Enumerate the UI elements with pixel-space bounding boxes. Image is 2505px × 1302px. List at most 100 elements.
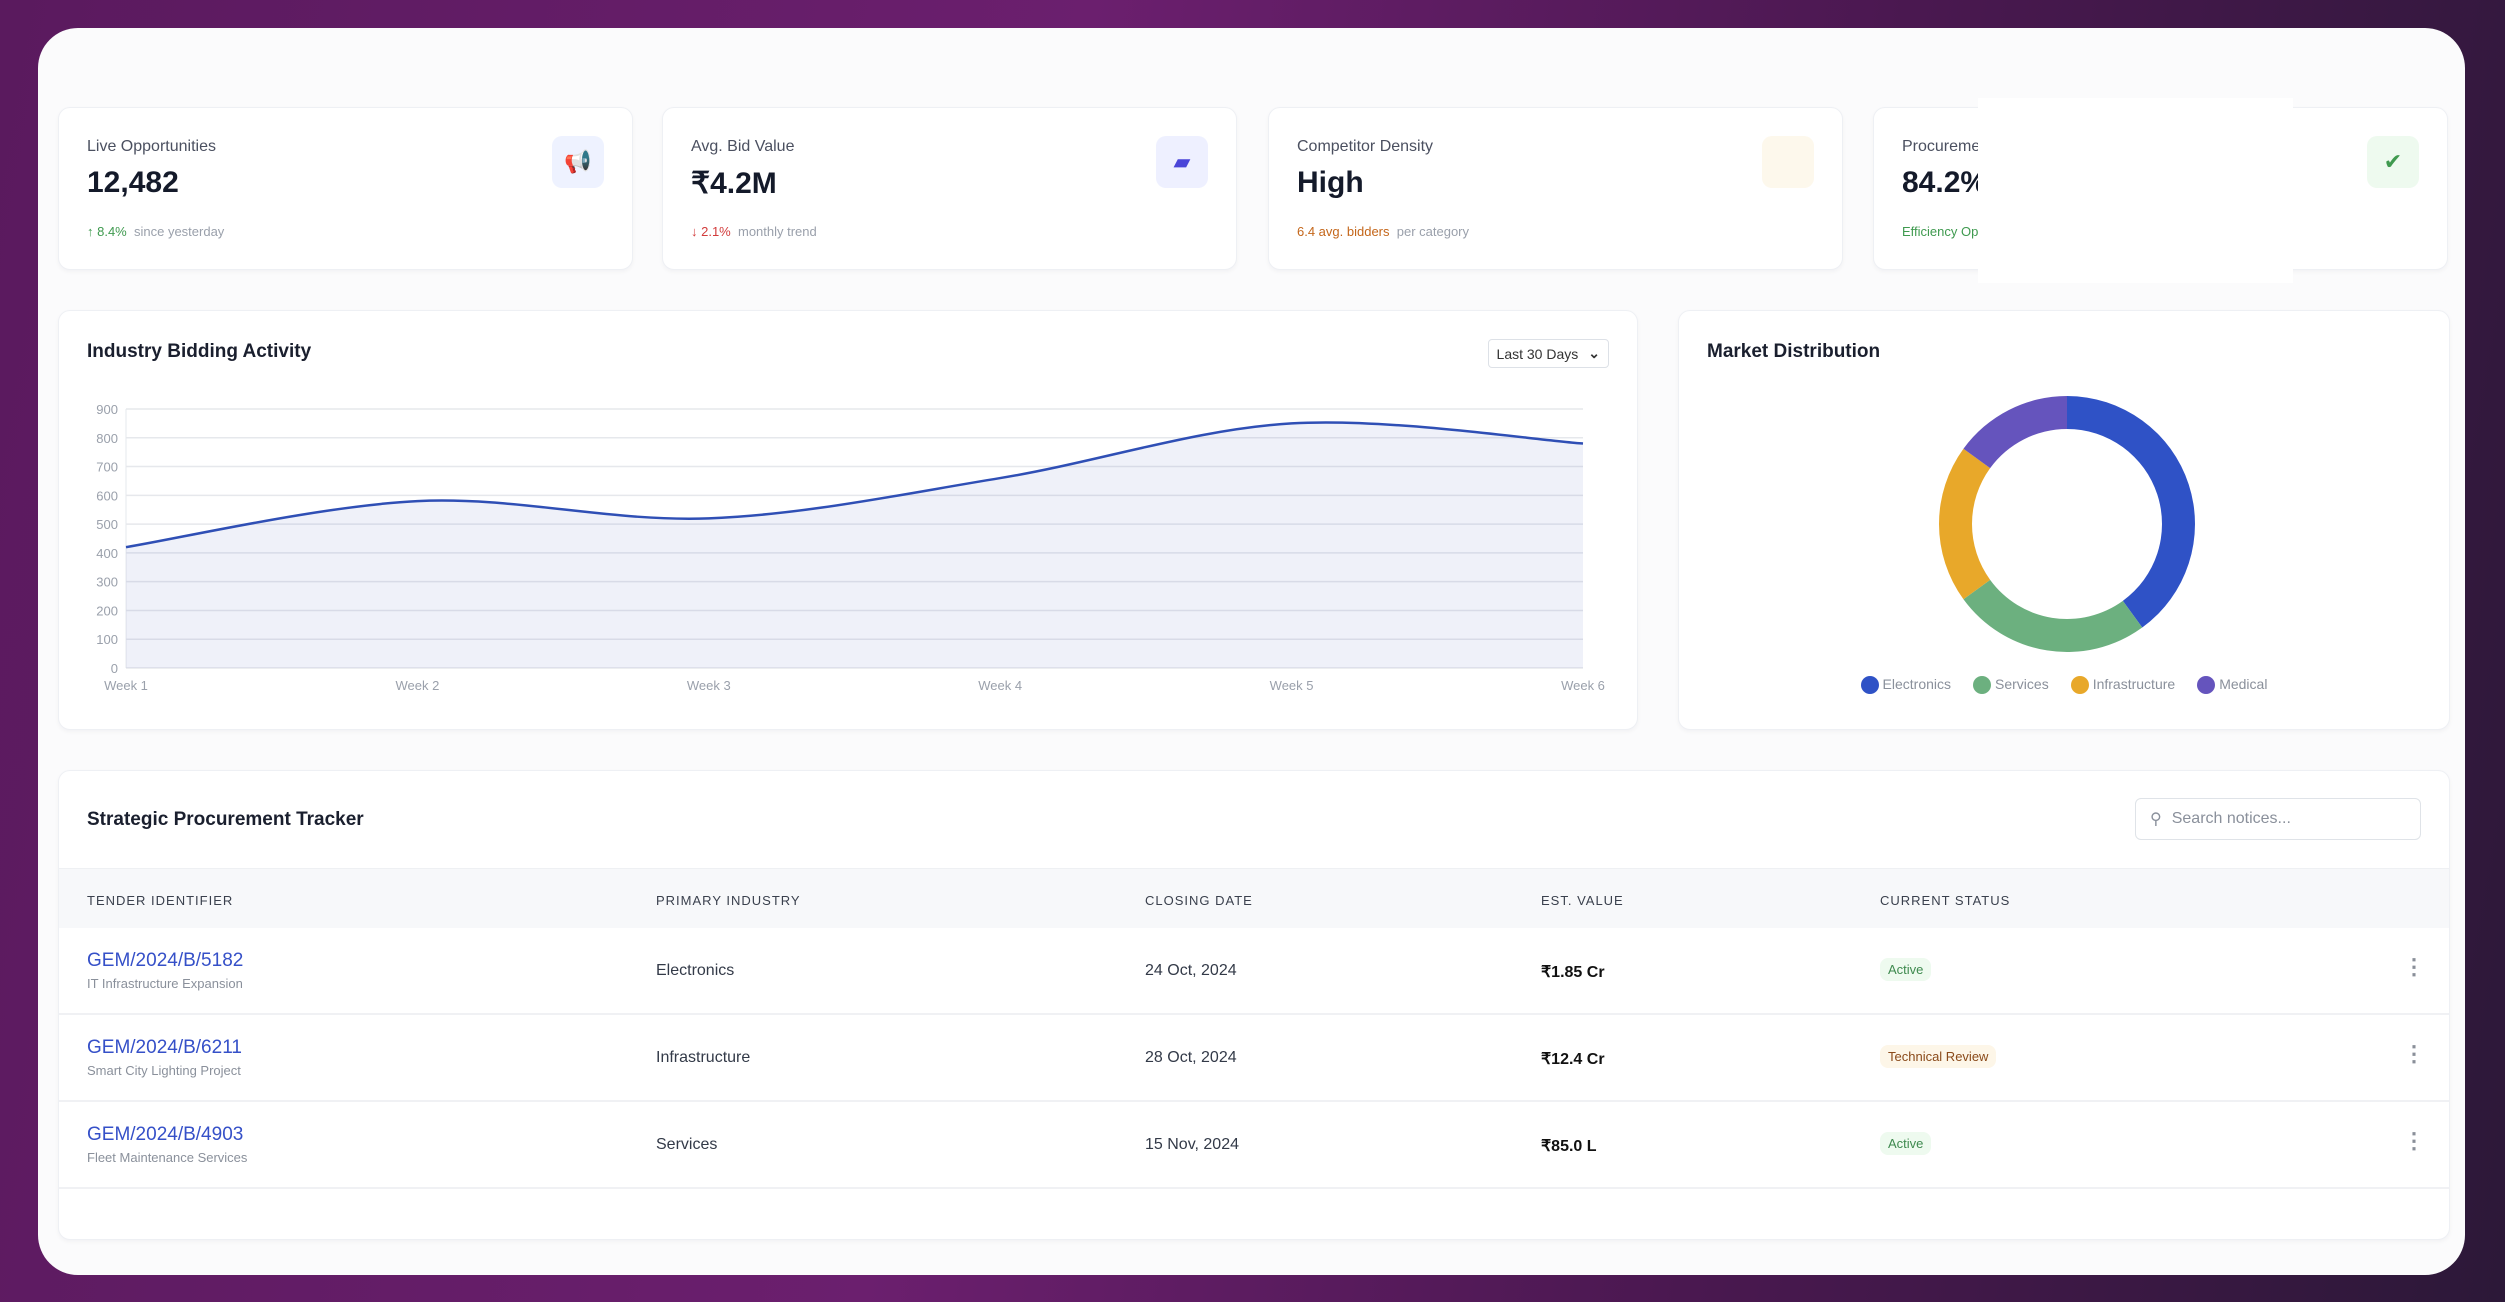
y-tick-label: 200	[96, 603, 118, 618]
stat-card: Live Opportunities 12,482 ↑ 8.4% since y…	[58, 107, 633, 270]
y-tick-label: 400	[96, 546, 118, 561]
tracker-card: Strategic Procurement Tracker ⚲ Search no…	[58, 770, 2450, 1240]
stat-card: Competitor Density High 6.4 avg. bidders…	[1268, 107, 1843, 270]
stat-delta: ↓ 2.1%	[691, 224, 731, 239]
chevron-down-icon: ⌄	[1588, 345, 1600, 361]
table-row: GEM/2024/B/6211 Smart City Lighting Proj…	[59, 1015, 2449, 1102]
range-select[interactable]: Last 30 Days ⌄	[1487, 339, 1609, 368]
legend-dot	[1973, 676, 1992, 695]
legend-label: Electronics	[1882, 676, 1952, 692]
legend-dot	[1860, 676, 1879, 695]
stat-note: per category	[1396, 224, 1470, 239]
closing-date-cell: 24 Oct, 2024	[1145, 962, 1237, 979]
legend-label: Infrastructure	[2092, 676, 2176, 692]
tender-id-link[interactable]: GEM/2024/B/5182	[87, 950, 244, 971]
x-tick-label: Week 5	[1270, 678, 1314, 693]
market-distribution-card: Market Distribution Electronics Services I…	[1678, 310, 2450, 730]
tender-id-link[interactable]: GEM/2024/B/6211	[87, 1037, 242, 1058]
legend-item: Medical	[2197, 676, 2268, 695]
y-tick-label: 0	[111, 661, 118, 676]
status-badge: Active	[1880, 958, 1932, 981]
status-badge: Active	[1880, 1132, 1932, 1155]
megaphone-icon: 📢	[552, 136, 604, 188]
y-tick-label: 100	[96, 632, 118, 647]
y-tick-label: 600	[96, 488, 118, 503]
x-tick-label: Week 4	[978, 678, 1022, 693]
stat-value: High	[1297, 166, 1364, 199]
donut-slice-medical	[1963, 396, 2067, 469]
blank-icon	[1762, 136, 1814, 188]
column-header: TENDER IDENTIFIER	[87, 893, 234, 908]
series-line	[125, 421, 1584, 549]
stat-value: ₹4.2M	[691, 167, 777, 200]
table-row: GEM/2024/B/4903 Fleet Maintenance Servic…	[59, 1102, 2449, 1189]
more-options-icon[interactable]: ⋮	[2403, 1128, 2425, 1153]
legend-dot	[2070, 676, 2089, 695]
table-row: GEM/2024/B/5182 IT Infrastructure Expans…	[59, 928, 2449, 1015]
search-icon: ⚲	[2150, 811, 2162, 828]
legend-item: Electronics	[1860, 676, 1952, 695]
stat-delta: 6.4 avg. bidders	[1297, 224, 1390, 239]
stat-label: Live Opportunities	[87, 138, 216, 155]
stat-note: since yesterday	[133, 224, 225, 239]
legend-label: Medical	[2219, 676, 2268, 692]
line-chart: 0 100 200 300 400 500 600 700 800 900 Week 1 Week 2…	[96, 402, 1605, 693]
stat-label: Avg. Bid Value	[691, 138, 795, 155]
more-options-icon[interactable]: ⋮	[2403, 1041, 2425, 1066]
status-badge: Technical Review	[1880, 1045, 1997, 1068]
range-value: Last 30 Days	[1496, 345, 1579, 362]
industry-cell: Infrastructure	[656, 1049, 751, 1066]
y-tick-label: 300	[96, 575, 118, 590]
industry-cell: Electronics	[656, 962, 735, 979]
legend-item: Infrastructure	[2070, 676, 2176, 695]
tender-description: Fleet Maintenance Services	[87, 1150, 248, 1165]
legend-item: Services	[1973, 676, 2049, 695]
donut-slice-electronics	[2067, 396, 2195, 628]
value-cell: ₹1.85 Cr	[1541, 964, 1605, 981]
column-header: PRIMARY INDUSTRY	[656, 893, 801, 908]
y-tick-label: 700	[96, 460, 118, 475]
occluding-overlay	[1978, 98, 2293, 283]
wallet-icon: ▰	[1156, 136, 1208, 188]
legend-dot	[2197, 676, 2216, 695]
industry-cell: Services	[656, 1136, 718, 1153]
more-options-icon[interactable]: ⋮	[2403, 954, 2425, 979]
card-title: Industry Bidding Activity	[87, 341, 312, 362]
donut-chart	[1939, 396, 2195, 652]
dashboard-panel: Live Opportunities 12,482 ↑ 8.4% since y…	[38, 28, 2465, 1275]
donut-slice-services	[1963, 579, 2143, 652]
double-check-icon: ✔	[2367, 136, 2419, 188]
column-header: EST. VALUE	[1541, 893, 1624, 908]
search-input[interactable]: ⚲ Search notices...	[2135, 798, 2421, 840]
donut-slice-infrastructure	[1939, 448, 1991, 600]
chart-legend: Electronics Services Infrastructure Medical	[1679, 676, 2449, 695]
bidding-activity-card: Industry Bidding Activity Last 30 Days ⌄ …	[58, 310, 1638, 730]
table-header: TENDER IDENTIFIER PRIMARY INDUSTRY CLOSI…	[59, 868, 2449, 928]
column-header: CLOSING DATE	[1145, 893, 1253, 908]
closing-date-cell: 15 Nov, 2024	[1145, 1136, 1239, 1153]
stat-label: Competitor Density	[1297, 138, 1434, 155]
x-tick-label: Week 2	[395, 678, 439, 693]
value-cell: ₹12.4 Cr	[1541, 1051, 1605, 1068]
stat-card: Avg. Bid Value ₹4.2M ↓ 2.1% monthly tren…	[662, 107, 1237, 270]
y-tick-label: 500	[96, 517, 118, 532]
area-fill	[126, 422, 1583, 668]
value-cell: ₹85.0 L	[1541, 1138, 1597, 1155]
y-tick-label: 800	[96, 431, 118, 446]
x-tick-label: Week 6	[1561, 678, 1605, 693]
x-tick-label: Week 1	[104, 678, 148, 693]
search-placeholder: Search notices...	[2171, 810, 2291, 827]
stat-value: 12,482	[87, 166, 179, 199]
column-header: CURRENT STATUS	[1880, 893, 2011, 908]
card-title: Strategic Procurement Tracker	[87, 809, 364, 830]
x-tick-label: Week 3	[687, 678, 731, 693]
closing-date-cell: 28 Oct, 2024	[1145, 1049, 1237, 1066]
card-title: Market Distribution	[1707, 341, 1881, 362]
stat-delta: ↑ 8.4%	[87, 224, 127, 239]
stat-value: 84.2%	[1902, 166, 1988, 199]
tender-description: IT Infrastructure Expansion	[87, 976, 243, 991]
tender-description: Smart City Lighting Project	[87, 1063, 241, 1078]
y-tick-label: 900	[96, 402, 118, 417]
tender-id-link[interactable]: GEM/2024/B/4903	[87, 1124, 244, 1145]
stat-note: monthly trend	[737, 224, 817, 239]
